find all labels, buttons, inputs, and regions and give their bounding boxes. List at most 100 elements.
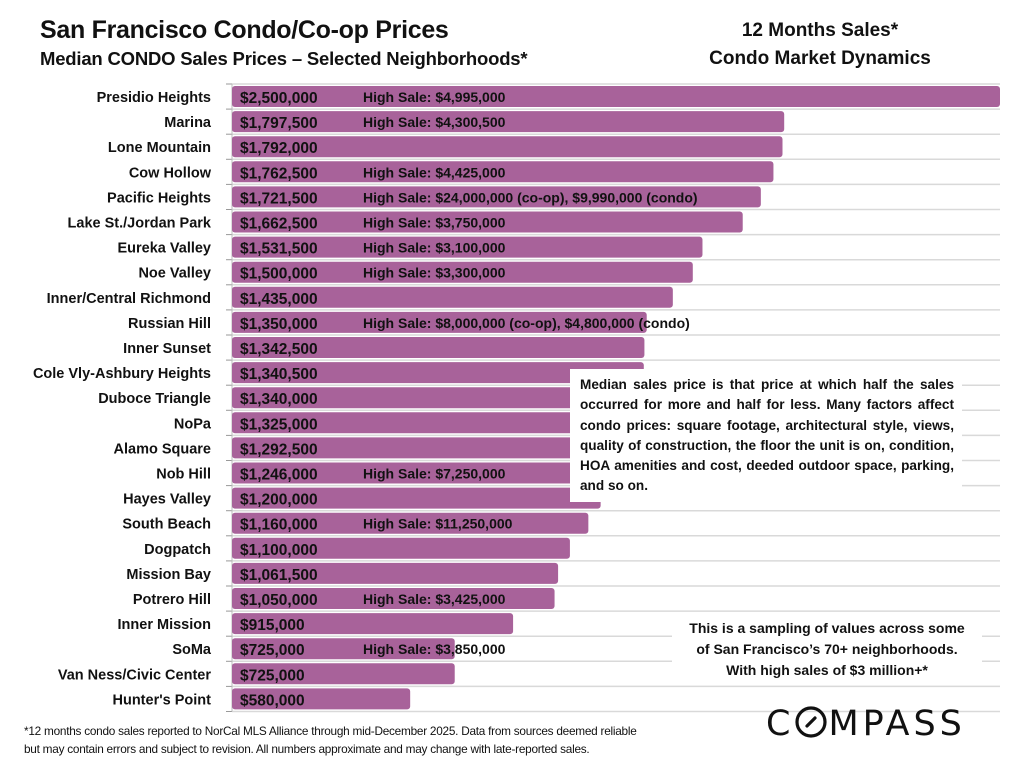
- category-label: Hayes Valley: [123, 492, 211, 508]
- category-label: Russian Hill: [128, 316, 211, 332]
- bar: [232, 261, 693, 283]
- category-label: Cole Vly-Ashbury Heights: [33, 366, 211, 382]
- right-title-line1: 12 Months Sales*: [741, 20, 899, 41]
- value-label: $580,000: [240, 692, 305, 709]
- bar: [232, 211, 743, 233]
- value-label: $1,342,500: [240, 341, 318, 358]
- value-label: $1,340,500: [240, 366, 318, 383]
- category-label: Alamo Square: [114, 441, 212, 457]
- category-label: Pacific Heights: [107, 190, 211, 206]
- bars: [232, 86, 1000, 710]
- value-label: $1,050,000: [240, 592, 318, 609]
- bar: [232, 638, 455, 660]
- sampling-note: This is a sampling of values across some…: [672, 618, 982, 681]
- bar: [232, 111, 785, 133]
- value-label: $1,061,500: [240, 567, 318, 584]
- category-label: Presidio Heights: [97, 90, 211, 106]
- bar: [232, 412, 640, 434]
- median-explanation-note: Median sales price is that price at whic…: [570, 369, 962, 502]
- bar: [232, 613, 514, 635]
- compass-logo: C MPASS: [766, 704, 966, 744]
- high-sale-label: High Sale: $3,300,000: [363, 265, 506, 281]
- category-label: Nob Hill: [156, 467, 211, 483]
- bar: [232, 387, 644, 409]
- sampling-note-line1: This is a sampling of values across some: [689, 620, 965, 636]
- bar: [232, 537, 570, 559]
- bar: [232, 337, 645, 358]
- bar: [232, 562, 559, 584]
- footnote-line2: but may contain errors and subject to re…: [24, 742, 590, 756]
- category-label: Lone Mountain: [108, 140, 211, 156]
- value-label: $1,792,000: [240, 140, 318, 157]
- high-sale-label: High Sale: $24,000,000 (co-op), $9,990,0…: [363, 189, 698, 205]
- high-sale-label: High Sale: $8,000,000 (co-op), $4,800,00…: [363, 315, 690, 331]
- high-sale-label: High Sale: $4,300,500: [363, 114, 506, 130]
- bar: [232, 161, 774, 183]
- high-sale-label: High Sale: $3,425,000: [363, 591, 506, 607]
- page-title: San Francisco Condo/Co-op Prices: [40, 16, 449, 44]
- value-label: $1,200,000: [240, 492, 318, 509]
- high-sale-label: High Sale: $7,250,000: [363, 466, 506, 482]
- right-title-line2: Condo Market Dynamics: [709, 48, 931, 69]
- value-label: $1,531,500: [240, 241, 318, 258]
- high-sale-label: High Sale: $4,425,000: [363, 164, 506, 180]
- value-label: $1,350,000: [240, 316, 318, 333]
- category-label: Dogpatch: [144, 542, 211, 558]
- category-label: Noe Valley: [138, 266, 211, 282]
- value-label: $1,721,500: [240, 190, 318, 207]
- category-axis: [226, 83, 233, 712]
- bar: [232, 487, 601, 509]
- high-sale-label: High Sale: $11,250,000: [363, 516, 513, 532]
- category-label: Inner/Central Richmond: [47, 291, 211, 307]
- bar: [232, 236, 703, 258]
- high-sale-label: High Sale: $3,850,000: [363, 641, 506, 657]
- value-label: $1,100,000: [240, 542, 318, 559]
- value-label: $1,246,000: [240, 467, 318, 484]
- bar: [232, 311, 647, 333]
- value-label: $1,662,500: [240, 216, 318, 233]
- bar: [232, 462, 615, 484]
- bar: [232, 588, 555, 609]
- value-label: $1,292,500: [240, 441, 318, 458]
- bar: [232, 437, 630, 459]
- bar: [232, 86, 1000, 107]
- value-label: $1,500,000: [240, 266, 318, 283]
- bar-chart: Presidio Heights $2,500,000 High Sale: $4,…: [33, 83, 1000, 713]
- category-label: Hunter's Point: [112, 692, 211, 708]
- sampling-note-line2: of San Francisco’s 70+ neighborhoods.: [696, 641, 958, 657]
- page-subtitle: Median CONDO Sales Prices – Selected Nei…: [40, 48, 528, 69]
- value-label: $1,762,500: [240, 165, 318, 182]
- value-label: $1,340,000: [240, 391, 318, 408]
- bar: [232, 512, 589, 534]
- category-label: Lake St./Jordan Park: [68, 216, 212, 232]
- category-label: SoMa: [172, 642, 212, 658]
- logo-c: C: [766, 704, 795, 744]
- logo-rest: MPASS: [828, 704, 966, 744]
- category-label: Marina: [164, 115, 212, 131]
- bar: [232, 362, 644, 384]
- category-label: Inner Sunset: [123, 341, 211, 357]
- high-sale-label: High Sale: $3,100,000: [363, 240, 506, 256]
- bar: [232, 663, 455, 685]
- footnote-line1: *12 months condo sales reported to NorCa…: [24, 724, 637, 738]
- value-label: $725,000: [240, 642, 305, 659]
- bar: [232, 286, 673, 308]
- bar: [232, 688, 411, 710]
- high-sale-label: High Sale: $3,750,000: [363, 215, 506, 231]
- value-label: $1,435,000: [240, 291, 318, 308]
- category-label: Cow Hollow: [129, 165, 212, 181]
- high-sale-label: High Sale: $4,995,000: [363, 89, 506, 105]
- value-label: $1,325,000: [240, 416, 318, 433]
- labels: Presidio Heights $2,500,000 High Sale: $4,…: [33, 89, 698, 709]
- category-label: Eureka Valley: [117, 241, 211, 257]
- value-label: $1,160,000: [240, 517, 318, 534]
- category-label: Duboce Triangle: [98, 391, 211, 407]
- value-label: $2,500,000: [240, 90, 318, 107]
- footnote: *12 months condo sales reported to NorCa…: [24, 722, 764, 758]
- sampling-note-line3: With high sales of $3 million+*: [726, 662, 928, 678]
- value-label: $915,000: [240, 617, 305, 634]
- category-label: Inner Mission: [118, 617, 211, 633]
- category-label: Mission Bay: [126, 567, 211, 583]
- logo-o-slash-icon: [794, 704, 828, 744]
- category-label: NoPa: [174, 416, 212, 432]
